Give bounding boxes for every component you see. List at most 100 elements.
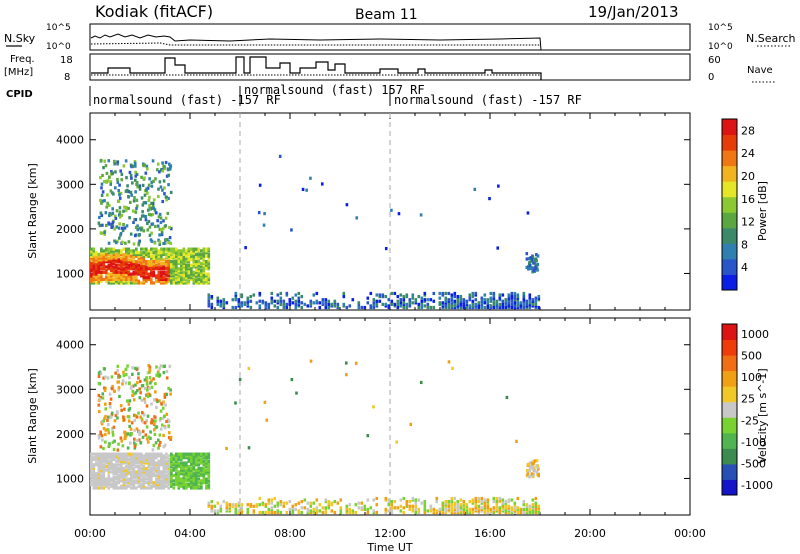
- data-cell-band: [110, 454, 113, 458]
- data-cell-band: [130, 277, 133, 282]
- data-cell-band: [165, 456, 168, 460]
- data-cell-band: [155, 276, 158, 280]
- data-cell-band: [110, 268, 113, 273]
- data-cell-band: [132, 261, 136, 265]
- data-cell-sporadic: [157, 194, 160, 199]
- data-cell-band: [100, 267, 103, 271]
- data-cell-near: [342, 294, 346, 299]
- data-cell-band: [200, 254, 203, 258]
- data-cell-band: [180, 481, 183, 485]
- data-cell-sporadic: [111, 433, 115, 437]
- data-cell-band: [102, 475, 106, 479]
- data-cell-near: [507, 301, 511, 305]
- data-cell-band: [205, 254, 208, 258]
- data-cell-band: [170, 277, 173, 282]
- data-cell-band: [182, 481, 186, 485]
- data-cell-band: [190, 454, 193, 458]
- data-cell-near: [531, 498, 535, 502]
- data-cell-band: [165, 463, 168, 467]
- data-cell-sporadic: [148, 367, 151, 372]
- data-cell-band: [127, 479, 131, 483]
- data-cell-sporadic: [151, 201, 155, 206]
- data-cell-band: [182, 249, 186, 253]
- data-cell-band: [125, 281, 128, 285]
- data-cell-band: [172, 281, 176, 285]
- data-cell-band: [185, 277, 188, 282]
- data-cell-band: [175, 272, 178, 276]
- data-cell-band: [177, 260, 181, 264]
- data-cell-near: [522, 507, 526, 511]
- data-cell-sporadic: [167, 386, 170, 391]
- data-cell-near: [279, 302, 283, 306]
- data-cell-sporadic: [167, 424, 170, 428]
- data-cell-sporadic: [129, 173, 133, 178]
- data-cell-band: [125, 456, 128, 460]
- data-cell-band: [207, 281, 211, 285]
- data-cell-band: [170, 481, 173, 485]
- data-cell-band: [137, 254, 141, 258]
- data-cell-near: [267, 498, 271, 502]
- data-cell-near: [288, 298, 292, 302]
- data-cell-band: [95, 472, 98, 476]
- data-cell-band: [110, 249, 113, 253]
- data-cell-sporadic: [159, 409, 163, 413]
- data-cell-near: [495, 496, 499, 501]
- data-cell-sporadic: [122, 370, 125, 374]
- data-cell-sporadic: [138, 387, 142, 391]
- data-cell-isolated: [290, 377, 294, 382]
- data-cell-band: [92, 475, 96, 479]
- data-cell-band: [102, 254, 106, 258]
- data-cell-band: [195, 473, 198, 478]
- data-cell-band: [175, 468, 178, 472]
- data-cell-band: [122, 454, 126, 458]
- data-cell-near: [237, 501, 241, 505]
- data-cell-band: [127, 481, 131, 485]
- data-cell-sporadic: [108, 213, 111, 218]
- data-cell-band: [140, 463, 143, 467]
- data-cell-sporadic: [159, 416, 163, 421]
- data-cell-band: [117, 277, 121, 282]
- data-cell-band: [197, 247, 201, 251]
- data-cell-band: [137, 465, 141, 469]
- data-cell-sporadic: [109, 189, 113, 193]
- data-cell-band: [120, 263, 123, 267]
- data-cell-band: [155, 251, 158, 255]
- data-cell-band: [162, 482, 166, 487]
- colorbar-tick-label: 100: [741, 371, 762, 384]
- data-cell-band: [182, 479, 186, 483]
- data-cell-band: [152, 260, 156, 264]
- data-cell-near: [414, 298, 418, 302]
- data-cell-band: [155, 256, 158, 260]
- data-cell-band: [135, 470, 138, 474]
- data-cell-band: [200, 457, 203, 462]
- data-cell-isolated: [384, 246, 388, 251]
- data-cell-near: [270, 506, 274, 510]
- data-cell-near: [258, 503, 262, 507]
- data-cell-near: [450, 509, 454, 513]
- data-cell-band: [130, 466, 133, 470]
- data-cell-sporadic: [102, 419, 106, 423]
- data-cell-band: [117, 457, 121, 462]
- data-cell-band: [172, 468, 176, 472]
- data-cell-late: [532, 261, 535, 265]
- data-cell-band: [160, 473, 163, 478]
- data-cell-near: [375, 299, 379, 303]
- data-cell-band: [107, 482, 111, 487]
- data-cell-band: [102, 473, 106, 478]
- data-cell-band: [160, 470, 163, 474]
- data-cell-band: [107, 463, 111, 467]
- data-cell-band: [132, 470, 136, 474]
- data-cell-band: [147, 465, 151, 469]
- data-cell-sporadic: [152, 443, 156, 448]
- data-cell-near: [273, 299, 277, 303]
- data-cell-band: [147, 263, 151, 267]
- data-cell-near: [372, 509, 376, 513]
- data-cell-band: [105, 468, 108, 472]
- data-cell-band: [95, 267, 98, 271]
- data-cell-band: [175, 463, 178, 467]
- data-cell-sporadic: [131, 384, 135, 388]
- data-cell-band: [175, 459, 178, 463]
- data-cell-sporadic: [99, 432, 103, 436]
- data-cell-band: [170, 454, 173, 458]
